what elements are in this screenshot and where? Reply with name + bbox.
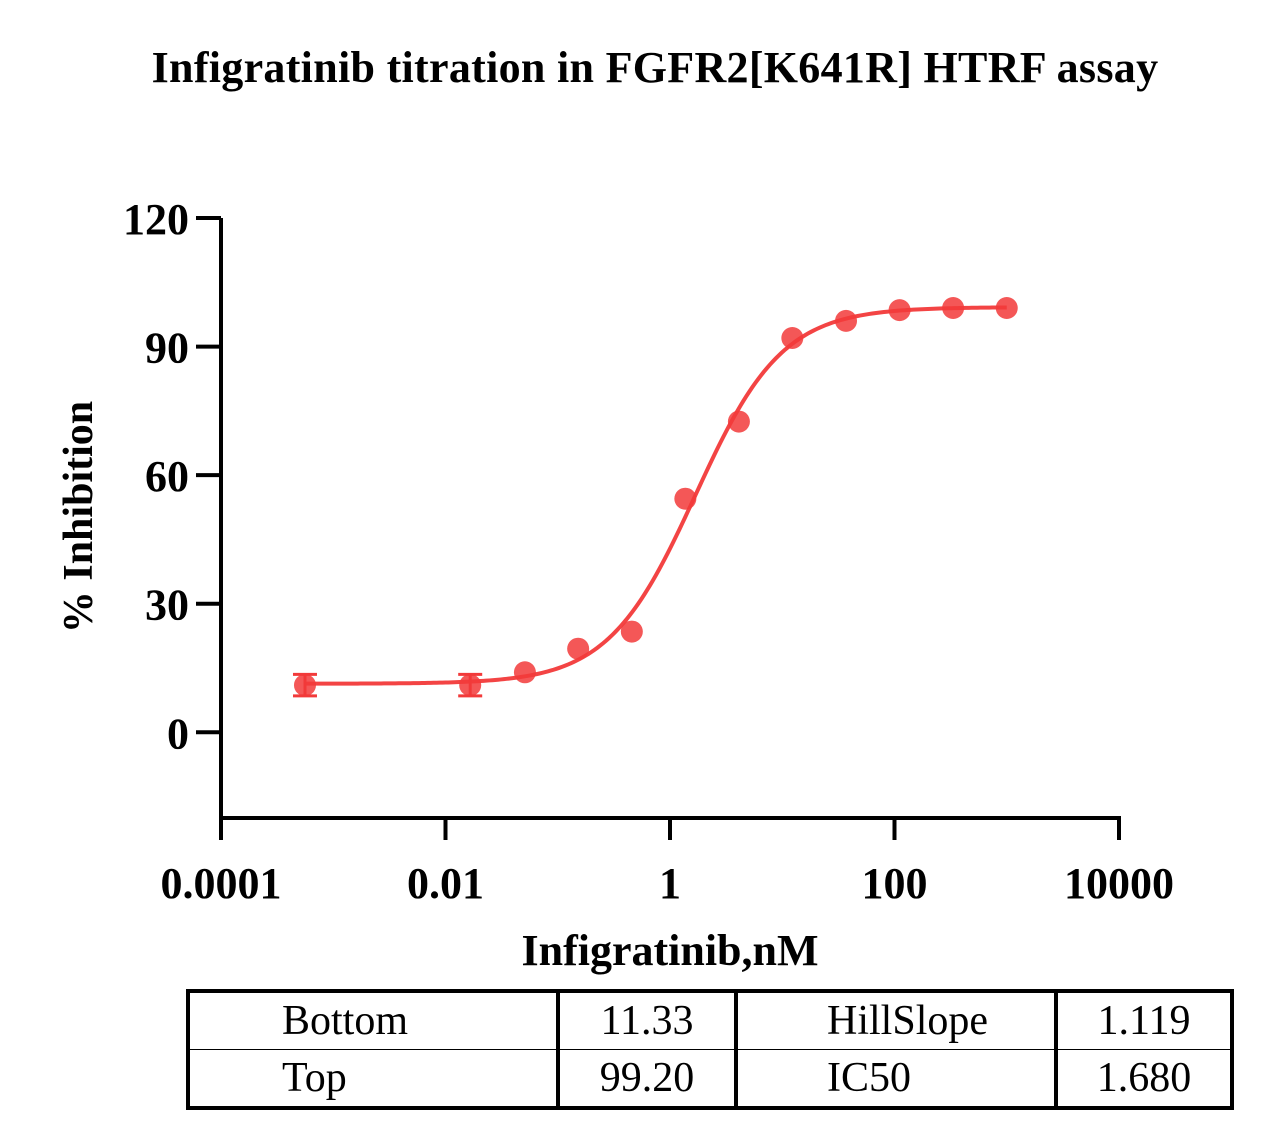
data-point: [292, 672, 317, 698]
data-point-marker: [888, 299, 911, 322]
y-tick-label: 30: [145, 581, 189, 630]
param-value-bottom: 11.33: [558, 991, 738, 1050]
data-point: [942, 297, 965, 319]
param-label-hillslope: HillSlope: [736, 991, 1058, 1050]
param-label-bottom: Bottom: [188, 991, 560, 1050]
data-point-marker: [781, 327, 804, 349]
param-value-top: 99.20: [558, 1049, 738, 1108]
data-point: [727, 410, 750, 433]
chart-title: Infigratinib titration in FGFR2[K641R] H…: [151, 43, 1159, 92]
param-value-ic50: 1.680: [1056, 1049, 1232, 1108]
data-point-marker: [513, 661, 536, 684]
data-point-marker: [293, 674, 316, 697]
data-point-marker: [995, 297, 1018, 319]
table-row: Top 99.20 IC50 1.680: [188, 1049, 1232, 1108]
fit-parameters-table: Bottom 11.33 HillSlope 1.119 Top 99.20 I…: [186, 989, 1234, 1110]
x-tick-label: 100: [862, 859, 928, 908]
param-value-hillslope: 1.119: [1097, 998, 1191, 1044]
table-row: Bottom 11.33 HillSlope 1.119: [188, 991, 1232, 1050]
x-tick-label: 10000: [1064, 859, 1174, 908]
data-point: [781, 327, 804, 349]
chart-plot: 0 30 60 90 120 0.0001 0.01 1 100 10000 Infigratin…: [56, 195, 1174, 975]
data-point: [513, 661, 536, 684]
y-axis-label: % Inhibition: [56, 401, 102, 633]
data-point: [835, 309, 858, 332]
data-point: [888, 299, 911, 322]
data-point-marker: [835, 309, 858, 332]
data-point-marker: [459, 674, 482, 697]
data-point: [674, 487, 697, 510]
y-tick-label: 120: [123, 195, 189, 244]
param-label-top: Top: [188, 1049, 560, 1108]
x-tick-label: 1: [659, 859, 681, 908]
data-point: [620, 620, 643, 643]
x-axis-label: Infigratinib,nM: [521, 926, 818, 975]
y-tick-label: 90: [145, 324, 189, 373]
data-point: [567, 637, 590, 660]
data-point-marker: [620, 620, 643, 643]
x-tick-label: 0.0001: [161, 859, 282, 908]
fit-curve: [304, 305, 1007, 686]
data-point-marker: [674, 487, 697, 510]
y-tick-label: 60: [145, 452, 189, 501]
data-point-marker: [942, 297, 965, 319]
data-point-marker: [567, 637, 590, 660]
param-label-ic50: IC50: [736, 1049, 1058, 1108]
x-tick-label: 0.01: [407, 859, 484, 908]
y-tick-label: 0: [167, 709, 189, 758]
data-point: [458, 672, 483, 698]
data-point: [995, 297, 1018, 319]
data-point-marker: [727, 410, 750, 433]
